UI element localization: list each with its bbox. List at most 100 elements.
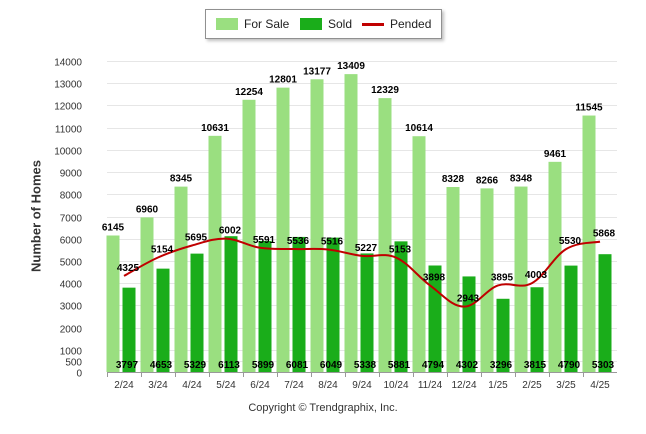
label-pended: 5695 bbox=[185, 232, 208, 243]
bar-for-sale bbox=[242, 99, 256, 373]
y-tick-label: 4000 bbox=[60, 280, 83, 291]
bar-for-sale bbox=[140, 217, 154, 372]
label-sold: 5881 bbox=[388, 360, 411, 371]
label-sold: 5329 bbox=[184, 360, 207, 371]
x-tick-label: 5/24 bbox=[216, 380, 236, 391]
chart-legend: For Sale Sold Pended bbox=[205, 9, 442, 39]
bar-for-sale bbox=[548, 161, 562, 372]
bar-for-sale bbox=[344, 74, 358, 373]
label-for-sale: 8345 bbox=[170, 174, 193, 185]
label-pended: 5227 bbox=[355, 243, 378, 254]
x-tick-label: 6/24 bbox=[250, 380, 270, 391]
label-pended: 4325 bbox=[117, 263, 140, 274]
label-sold: 5338 bbox=[354, 360, 377, 371]
y-tick-label: 10000 bbox=[54, 147, 82, 158]
y-tick-label: 3000 bbox=[60, 302, 83, 313]
y-axis-title: Number of Homes bbox=[28, 160, 44, 272]
label-for-sale: 6145 bbox=[102, 222, 125, 233]
copyright-credit: Copyright © Trendgraphix, Inc. bbox=[248, 402, 398, 414]
label-for-sale: 13409 bbox=[337, 61, 365, 72]
label-sold: 4653 bbox=[150, 360, 173, 371]
x-tick-label: 3/24 bbox=[148, 380, 168, 391]
x-tick-label: 11/24 bbox=[418, 380, 443, 391]
bar-for-sale bbox=[106, 235, 120, 372]
y-tick-label: 8000 bbox=[60, 191, 83, 202]
label-for-sale: 10614 bbox=[405, 123, 433, 134]
x-tick-label: 8/24 bbox=[318, 380, 338, 391]
label-for-sale: 12801 bbox=[269, 75, 297, 86]
bar-sold bbox=[292, 236, 306, 372]
bar-sold bbox=[598, 254, 612, 372]
label-pended: 5868 bbox=[593, 229, 616, 240]
x-tick-label: 1/25 bbox=[488, 380, 508, 391]
label-sold: 3797 bbox=[116, 360, 139, 371]
label-for-sale: 12329 bbox=[371, 85, 399, 96]
bar-sold bbox=[156, 268, 170, 372]
label-pended: 4003 bbox=[525, 270, 548, 281]
label-sold: 6081 bbox=[286, 360, 309, 371]
x-tick-label: 7/24 bbox=[284, 380, 304, 391]
label-pended: 5153 bbox=[389, 245, 412, 256]
bar-sold bbox=[496, 298, 510, 372]
bar-for-sale bbox=[174, 186, 188, 372]
y-tick-label: 9000 bbox=[60, 169, 83, 180]
bar-for-sale bbox=[310, 79, 324, 373]
x-tick-label: 2/25 bbox=[522, 380, 542, 391]
bar-for-sale bbox=[208, 135, 222, 372]
x-tick-label: 4/24 bbox=[182, 380, 202, 391]
label-pended: 5530 bbox=[559, 236, 582, 247]
x-tick-label: 4/25 bbox=[590, 380, 610, 391]
bar-for-sale bbox=[446, 186, 460, 372]
legend-label-sold: Sold bbox=[328, 17, 353, 31]
label-for-sale: 8348 bbox=[510, 174, 533, 185]
legend-item-for-sale[interactable]: For Sale bbox=[216, 10, 289, 38]
label-for-sale: 8328 bbox=[442, 174, 465, 185]
bar-for-sale bbox=[480, 188, 494, 372]
legend-swatch-pended bbox=[362, 22, 384, 26]
legend-item-pended[interactable]: Pended bbox=[362, 10, 431, 38]
label-pended: 3898 bbox=[423, 272, 446, 283]
legend-label-pended: Pended bbox=[390, 17, 432, 31]
y-tick-label: 1000 bbox=[60, 347, 83, 358]
line-pended bbox=[123, 237, 601, 308]
y-tick-label: 14000 bbox=[54, 58, 82, 69]
bar-for-sale bbox=[276, 87, 290, 373]
bar-sold bbox=[258, 240, 272, 372]
bar-sold bbox=[394, 241, 408, 372]
label-for-sale: 11545 bbox=[575, 103, 603, 114]
y-tick-label: 5000 bbox=[60, 258, 83, 269]
label-pended: 3895 bbox=[491, 272, 514, 283]
x-tick-label: 12/24 bbox=[451, 380, 476, 391]
bar-sold bbox=[224, 236, 238, 372]
label-sold: 3815 bbox=[524, 360, 547, 371]
label-sold: 4794 bbox=[422, 360, 445, 371]
label-for-sale: 6960 bbox=[136, 204, 159, 215]
x-tick-label: 3/25 bbox=[556, 380, 576, 391]
label-for-sale: 8266 bbox=[476, 175, 499, 186]
y-tick-label: 0 bbox=[76, 369, 82, 380]
bar-for-sale bbox=[412, 136, 426, 372]
x-tick-label: 9/24 bbox=[352, 380, 372, 391]
label-pended: 5516 bbox=[321, 236, 344, 247]
label-sold: 3296 bbox=[490, 360, 513, 371]
label-sold: 5303 bbox=[592, 360, 615, 371]
label-pended: 6002 bbox=[219, 226, 242, 237]
y-tick-label: 7000 bbox=[60, 214, 83, 225]
legend-item-sold[interactable]: Sold bbox=[300, 10, 352, 38]
label-pended: 2943 bbox=[457, 294, 480, 305]
y-tick-label: 13000 bbox=[54, 80, 82, 91]
bar-sold bbox=[326, 237, 340, 372]
bar-for-sale bbox=[514, 186, 528, 372]
legend-swatch-for-sale bbox=[216, 18, 238, 30]
label-sold: 4302 bbox=[456, 360, 479, 371]
label-sold: 5899 bbox=[252, 360, 275, 371]
label-for-sale: 10631 bbox=[201, 123, 229, 134]
bar-sold bbox=[530, 287, 544, 372]
x-tick-label: 10/24 bbox=[383, 380, 408, 391]
y-tick-label: 2000 bbox=[60, 325, 83, 336]
label-pended: 5536 bbox=[287, 236, 310, 247]
legend-label-for-sale: For Sale bbox=[244, 17, 290, 31]
bar-for-sale bbox=[378, 98, 392, 373]
label-pended: 5591 bbox=[253, 235, 276, 246]
